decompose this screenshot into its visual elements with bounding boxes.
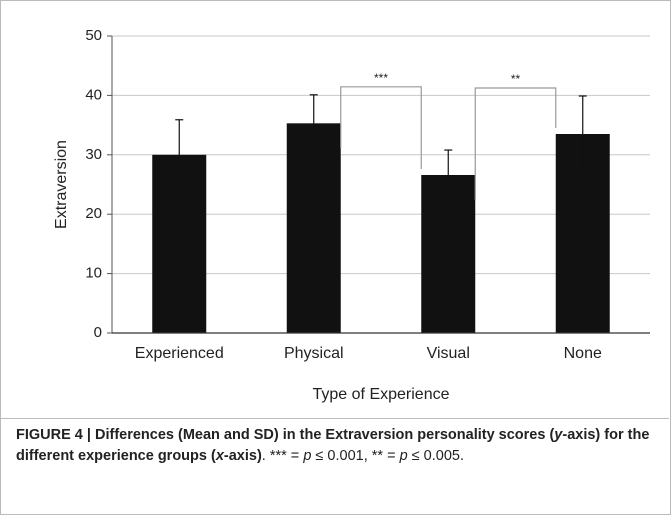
y-tick-label: 20	[85, 205, 102, 222]
caption-text: ≤ 0.005.	[407, 448, 464, 464]
caption-text: -axis)	[223, 448, 262, 464]
y-tick-label: 50	[85, 27, 102, 44]
bar	[286, 123, 341, 334]
caption-text: -axis) for the different experience grou…	[16, 427, 650, 464]
caption-text: y	[554, 427, 563, 443]
y-axis-label: Extraversion	[53, 140, 70, 229]
significance-label: ***	[374, 71, 388, 85]
caption-text: FIGURE 4 | Differences (Mean and SD) in …	[16, 427, 555, 443]
caption-text: p	[303, 448, 312, 464]
x-tick-label: Visual	[427, 345, 470, 362]
x-axis-label: Type of Experience	[313, 386, 450, 403]
bar	[421, 174, 476, 333]
significance-label: **	[511, 72, 521, 86]
caption-text: p	[399, 448, 408, 464]
x-tick-label: None	[564, 345, 602, 362]
caption-text: ≤ 0.001, ** =	[311, 448, 400, 464]
chart: 0 10 20 30 40 50 Experienced Physical Visual None…	[53, 27, 650, 403]
separator	[0, 418, 669, 419]
significance-bracket	[340, 86, 422, 169]
caption-text: . *** =	[261, 448, 304, 464]
x-tick-label: Physical	[284, 345, 344, 362]
y-tick-label: 0	[94, 324, 102, 341]
y-tick-label: 30	[85, 146, 102, 163]
x-tick-label: Experienced	[135, 345, 224, 362]
significance-bracket	[474, 87, 557, 200]
figure-caption: FIGURE 4 | Differences (Mean and SD) in …	[16, 425, 656, 467]
y-tick-label: 40	[85, 86, 102, 103]
caption-text: x	[215, 448, 224, 464]
y-tick-label: 10	[85, 265, 102, 282]
